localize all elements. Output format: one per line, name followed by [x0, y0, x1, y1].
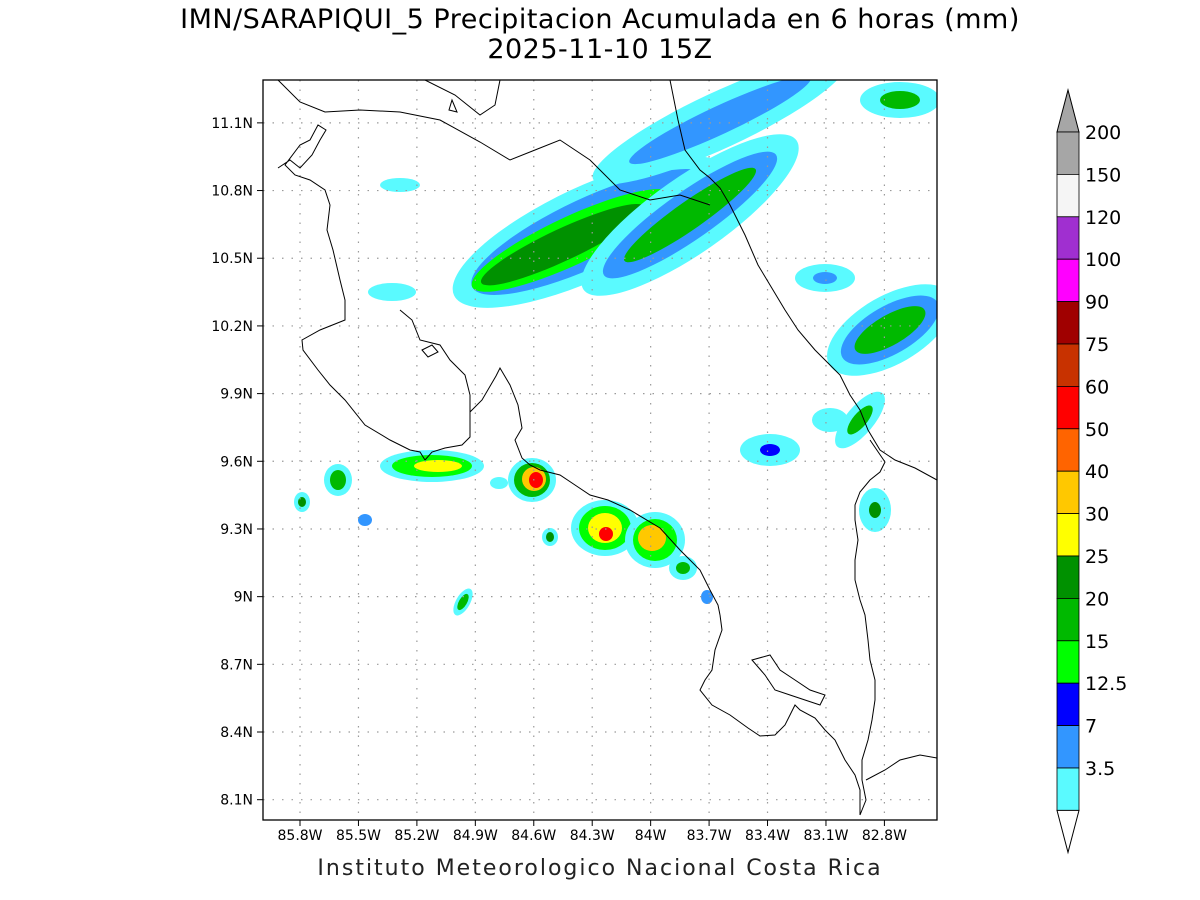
colorbar-swatch: [1056, 428, 1080, 472]
precip-band-top: [592, 80, 848, 185]
lat-tick-label: 9.6N: [220, 454, 253, 470]
colorbar-label: 7: [1085, 716, 1097, 738]
lon-tick-label: 84W: [635, 828, 667, 844]
colorbar-label: 20: [1085, 588, 1109, 610]
colorbar-swatch: [1056, 682, 1080, 727]
lat-tick-label: 9.3N: [220, 522, 253, 538]
colorbar-label: 12.5: [1085, 673, 1127, 695]
colorbar-swatch: [1056, 301, 1080, 345]
map-valid-time: 2025-11-10 15Z: [487, 34, 713, 65]
isla-ometepe: [448, 98, 458, 113]
costa-rica-panama-border: [854, 439, 886, 816]
precip-caribbean: [827, 284, 937, 376]
colorbar-swatch: [1056, 385, 1080, 430]
colorbar-label: 100: [1085, 249, 1121, 271]
colorbar-swatch: [1056, 258, 1080, 303]
colorbar-swatch: [1056, 725, 1080, 769]
precipitation-field: [294, 80, 937, 616]
lat-tick-label: 11.1N: [211, 116, 253, 132]
colorbar-arrow-top: [1056, 88, 1080, 133]
pacific-coast-north: [277, 124, 426, 461]
lat-tick-label: 8.4N: [220, 725, 253, 741]
colorbar-label: 30: [1085, 504, 1109, 526]
colorbar-swatch: [1056, 173, 1080, 218]
map-frame: [262, 79, 938, 821]
colorbar-label: 40: [1085, 461, 1109, 483]
golfo-dulce: [751, 654, 826, 706]
colorbar-label: 90: [1085, 292, 1109, 314]
lon-tick-label: 85.5W: [336, 828, 381, 844]
colorbar-swatch: [1056, 640, 1080, 684]
caribbean-coast: [669, 80, 937, 481]
lon-tick-label: 83.7W: [687, 828, 732, 844]
colorbar-swatch: [1056, 513, 1080, 557]
precip-band-north-east: [581, 134, 799, 296]
colorbar-swatch: [1056, 767, 1080, 811]
lon-tick-label: 84.9W: [453, 828, 498, 844]
lon-tick-label: 82.8W: [862, 828, 907, 844]
nicoya-gulf: [424, 366, 721, 616]
precipitation-colorbar: 200 150 120 100 90 75 60 50 40 30 25 20 15 12.5 7 3.5: [1056, 88, 1127, 855]
colorbar-label: 60: [1085, 376, 1109, 398]
precip-southern-coast: [542, 500, 713, 604]
nicaragua-costa-rica-border: [277, 80, 711, 206]
colorbar-label: 50: [1085, 419, 1109, 441]
precip-pacific-west: [294, 450, 484, 526]
lat-tick-label: 8.7N: [220, 657, 253, 673]
lat-tick-label: 9.9N: [220, 387, 253, 403]
colorbar-label: 150: [1085, 164, 1121, 186]
lat-tick-label: 10.8N: [211, 184, 253, 200]
precip-central-core: [490, 458, 556, 502]
nicoya-peninsula-inner: [399, 309, 471, 412]
lon-tick-label: 85.2W: [394, 828, 439, 844]
colorbar-swatch: [1056, 470, 1080, 515]
lat-tick-label: 8.1N: [220, 793, 253, 809]
lake-nicaragua-shore: [424, 80, 501, 116]
footer-credit: Instituto Meteorologico Nacional Costa R…: [317, 856, 883, 881]
colorbar-label: 200: [1085, 122, 1121, 144]
longitude-axis: 85.8W 85.5W 85.2W 84.9W 84.6W 84.3W 84W 83.7W 83…: [278, 820, 907, 844]
colorbar-swatch: [1056, 216, 1080, 260]
lon-tick-label: 84.6W: [511, 828, 556, 844]
lon-tick-label: 83.1W: [803, 828, 848, 844]
osa-peninsula: [699, 614, 861, 815]
colorbar-label: 75: [1085, 334, 1109, 356]
colorbar-swatch: [1056, 555, 1080, 599]
map-title: IMN/SARAPIQUI_5 Precipitacion Acumulada …: [180, 4, 1020, 35]
lon-tick-label: 83.4W: [745, 828, 790, 844]
coastlines: [277, 80, 937, 816]
colorbar-label: 3.5: [1085, 758, 1115, 780]
colorbar-label: 25: [1085, 546, 1109, 568]
lon-tick-label: 84.3W: [570, 828, 615, 844]
colorbar-swatch: [1056, 343, 1080, 387]
colorbar-swatch: [1056, 131, 1080, 175]
lat-tick-label: 10.2N: [211, 319, 253, 335]
lat-tick-label: 10.5N: [211, 251, 253, 267]
lat-tick-label: 9N: [234, 590, 253, 606]
lon-tick-label: 85.8W: [278, 828, 323, 844]
chira-island: [421, 344, 439, 358]
latitude-axis: 11.1N 10.8N 10.5N 10.2N 9.9N 9.6N 9.3N 9N 8.7N 8.…: [211, 116, 263, 809]
colorbar-label: 120: [1085, 207, 1121, 229]
graticule: [263, 80, 937, 820]
colorbar-swatch: [1056, 598, 1080, 642]
colorbar-arrow-bottom: [1056, 809, 1080, 855]
colorbar-label: 15: [1085, 631, 1109, 653]
panama-coast: [865, 754, 937, 781]
